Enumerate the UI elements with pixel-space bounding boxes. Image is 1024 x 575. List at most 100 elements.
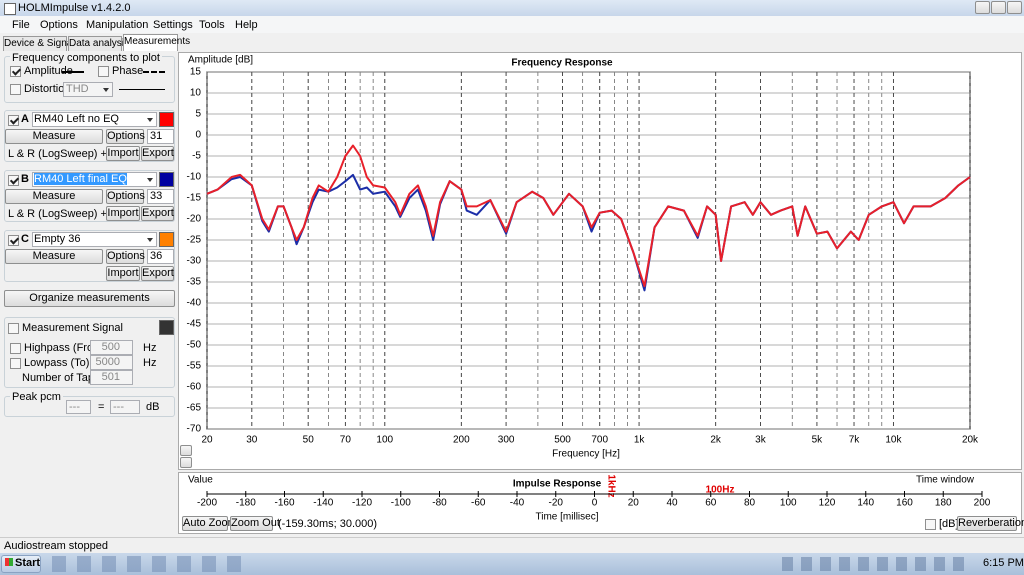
- x-tick-label: 700: [591, 435, 608, 446]
- import-button[interactable]: Import: [106, 266, 140, 281]
- options-button[interactable]: Options: [106, 249, 145, 264]
- color-swatch[interactable]: [159, 232, 174, 247]
- checkbox[interactable]: [10, 358, 21, 369]
- export-button[interactable]: Export: [141, 206, 174, 221]
- menu-item[interactable]: File: [12, 19, 30, 31]
- spin-input[interactable]: 31: [147, 129, 174, 144]
- unit: dB: [146, 401, 160, 413]
- checkbox[interactable]: [10, 84, 21, 95]
- label: Lowpass (To): [24, 357, 90, 369]
- checkbox[interactable]: [925, 519, 936, 530]
- y-axis-label: Amplitude [dB]: [188, 55, 253, 66]
- export-button[interactable]: Export: [141, 266, 174, 281]
- checkbox[interactable]: [10, 66, 21, 77]
- signal-group: [4, 317, 175, 388]
- spin-input[interactable]: 501: [90, 370, 133, 385]
- import-button[interactable]: Import: [106, 146, 140, 161]
- measurement-box: [4, 170, 175, 222]
- import-button[interactable]: Import: [106, 206, 140, 221]
- measure-button[interactable]: Measure: [5, 189, 103, 204]
- x-tick-label: -40: [510, 498, 525, 509]
- x-tick-label: 20: [628, 498, 640, 509]
- tab[interactable]: Measurements: [123, 34, 190, 51]
- measure-button[interactable]: Measure: [5, 129, 103, 144]
- reverberation-button[interactable]: Reverberation: [957, 516, 1024, 531]
- options-button[interactable]: Options: [106, 129, 145, 144]
- checkbox[interactable]: [98, 66, 109, 77]
- menu-item[interactable]: Settings: [153, 19, 193, 31]
- auto-zoom-button[interactable]: Auto Zoom: [182, 516, 237, 531]
- label: [dB]: [939, 518, 959, 530]
- clock: 6:15 PM: [983, 557, 1024, 569]
- measurement-name-text[interactable]: RM40 Left no EQ: [34, 113, 119, 125]
- x-tick-label: 0: [592, 498, 598, 509]
- menu-item[interactable]: Tools: [199, 19, 225, 31]
- zoom-out-button[interactable]: Zoom Out: [230, 516, 280, 531]
- combo[interactable]: THD: [63, 82, 113, 97]
- y-tick-label: -25: [187, 235, 202, 246]
- plot-area: [206, 71, 971, 430]
- peak-field: ---: [66, 400, 91, 414]
- measurement-name[interactable]: [32, 232, 157, 247]
- measurement-box: [4, 110, 175, 162]
- measurement-letter: A: [21, 113, 29, 125]
- minimize-button[interactable]: [975, 1, 990, 14]
- color-swatch[interactable]: [159, 320, 174, 335]
- x-tick-label: 180: [935, 498, 952, 509]
- spin-input[interactable]: 36: [147, 249, 174, 264]
- export-button[interactable]: Export: [141, 146, 174, 161]
- checkbox[interactable]: [8, 175, 19, 186]
- start-logo: [5, 558, 13, 566]
- line-sample: [62, 71, 84, 73]
- y-tick-label: -5: [192, 151, 201, 162]
- checkbox[interactable]: [8, 115, 19, 126]
- measurement-name-text[interactable]: RM40 Left final EQ: [34, 173, 127, 185]
- y-tick-label: -45: [187, 319, 202, 330]
- close-button[interactable]: [1007, 1, 1022, 14]
- tab[interactable]: Data analysis: [68, 36, 130, 51]
- measurement-name[interactable]: [32, 112, 157, 127]
- chart-title: Frequency Response: [511, 58, 613, 69]
- x-tick-label: -180: [236, 498, 256, 509]
- tab[interactable]: Device & Signal: [3, 36, 75, 51]
- scroll-down[interactable]: [180, 457, 192, 468]
- taskbar-icons[interactable]: [52, 556, 252, 572]
- x-tick-label: 140: [857, 498, 874, 509]
- checkbox[interactable]: [10, 343, 21, 354]
- x-tick-label: 120: [819, 498, 836, 509]
- y-tick-label: -15: [187, 193, 202, 204]
- group-title: Frequency components to plot: [10, 52, 162, 64]
- window-title: HOLMImpulse v1.4.2.0: [18, 2, 131, 14]
- color-swatch[interactable]: [159, 112, 174, 127]
- measurement-info: L & R (LogSweep) +0.0dB: [8, 208, 136, 220]
- tray-icons[interactable]: [782, 557, 972, 571]
- scroll-up[interactable]: [180, 445, 192, 456]
- organize-button[interactable]: Organize measurements: [4, 290, 175, 307]
- color-swatch[interactable]: [159, 172, 174, 187]
- checkbox[interactable]: [8, 323, 19, 334]
- options-button[interactable]: Options: [106, 189, 145, 204]
- spin-input[interactable]: 500: [90, 340, 133, 355]
- x-tick-label: 80: [744, 498, 756, 509]
- x-tick-label: -20: [549, 498, 564, 509]
- y-tick-label: 5: [195, 109, 201, 120]
- cursor-readout: (-159.30ms; 30.000): [278, 518, 378, 530]
- menu-item[interactable]: Help: [235, 19, 258, 31]
- menu-item[interactable]: Options: [40, 19, 78, 31]
- measurement-name-text[interactable]: Empty 36: [34, 233, 81, 245]
- measurement-info: L & R (LogSweep) +0.0dB: [8, 148, 136, 160]
- menu-item[interactable]: Manipulation: [86, 19, 149, 31]
- window-label: Time window: [916, 475, 975, 486]
- series-line: [206, 144, 971, 288]
- spin-input[interactable]: 33: [147, 189, 174, 204]
- x-tick-label: 100: [780, 498, 797, 509]
- y-tick-label: -70: [187, 424, 202, 435]
- label: Phase: [112, 65, 144, 77]
- y-tick-label: 15: [190, 67, 202, 78]
- x-tick-label: -80: [432, 498, 447, 509]
- measure-button[interactable]: Measure: [5, 249, 103, 264]
- restore-button[interactable]: [991, 1, 1006, 14]
- x-tick-label: 3k: [755, 435, 767, 446]
- spin-input[interactable]: 5000: [90, 355, 133, 370]
- checkbox[interactable]: [8, 235, 19, 246]
